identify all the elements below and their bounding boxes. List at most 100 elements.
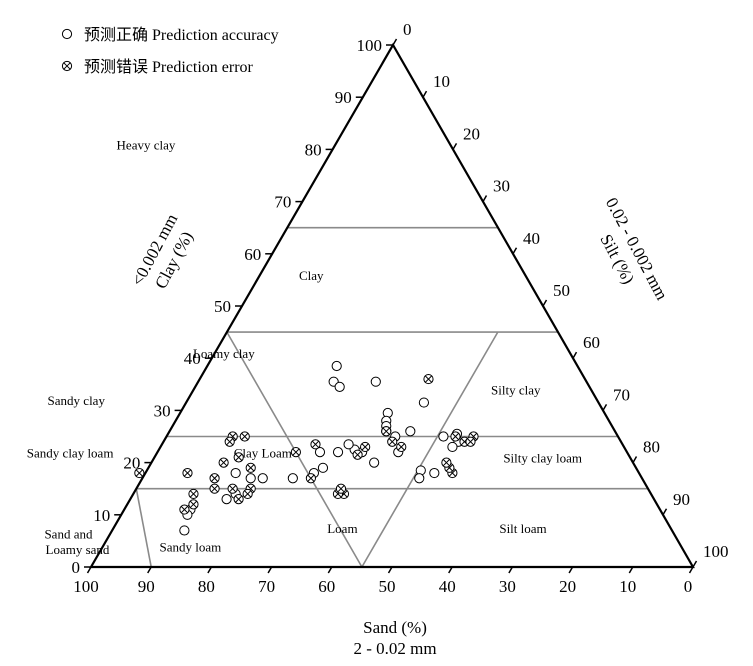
silt-tick-mark	[662, 508, 668, 516]
data-points	[134, 360, 479, 536]
silt-tick-mark	[632, 456, 638, 463]
sand-tick-mark	[508, 566, 514, 574]
boundary-line-5	[361, 331, 499, 568]
point-error	[227, 483, 238, 494]
point-error	[233, 494, 244, 505]
point-correct	[418, 397, 430, 408]
sand-tick-mark	[628, 566, 634, 574]
point-error	[209, 483, 220, 494]
region-label: Heavy clay	[117, 137, 176, 152]
point-error	[450, 431, 461, 442]
silt-tick-label: 80	[643, 438, 660, 457]
sand-axis-range-label: 2 - 0.02 mm	[353, 639, 436, 658]
region-label: Sand and	[44, 526, 93, 541]
point-error	[188, 488, 199, 500]
sand-tick-mark	[448, 566, 453, 574]
legend-label-error: 预测错误 Prediction error	[84, 58, 254, 76]
legend-entry-correct: 预测正确 Prediction accuracy	[61, 26, 279, 44]
silt-tick-mark	[422, 90, 428, 98]
region-label: Loamy clay	[193, 346, 255, 361]
legend-label-correct: 预测正确 Prediction accuracy	[84, 26, 279, 44]
point-error	[396, 441, 407, 453]
silt-tick-mark	[482, 195, 488, 202]
point-correct	[179, 525, 190, 536]
point-error	[179, 504, 190, 515]
region-label: Loam	[327, 521, 357, 536]
point-error	[465, 436, 476, 447]
point-error	[239, 431, 250, 442]
silt-tick-mark	[452, 142, 458, 150]
sand-tick-mark	[387, 566, 393, 574]
silt-tick-mark	[392, 38, 398, 46]
silt-tick-mark	[602, 403, 608, 411]
sand-tick-label: 30	[499, 577, 516, 596]
sand-tick-label: 10	[619, 577, 636, 596]
point-error	[360, 441, 371, 453]
region-label: Silty clay loam	[503, 451, 582, 466]
silt-tick-mark	[542, 299, 548, 307]
point-correct	[245, 473, 256, 484]
point-correct	[369, 457, 380, 468]
clay-tick-label: 80	[305, 140, 322, 159]
point-correct	[370, 376, 381, 387]
region-label: Sandy clay loam	[27, 445, 114, 460]
clay-tick-label: 100	[357, 36, 383, 55]
point-error	[423, 373, 434, 385]
point-error	[134, 467, 145, 479]
sand-tick-label: 50	[379, 577, 396, 596]
sand-tick-label: 100	[73, 577, 99, 596]
clay-tick-label: 10	[93, 506, 110, 525]
clay-tick-label: 40	[184, 349, 201, 368]
silt-tick-mark	[512, 247, 518, 255]
sand-tick-mark	[86, 566, 92, 574]
region-label: Clay	[299, 268, 324, 283]
point-correct	[317, 462, 329, 473]
point-correct	[343, 439, 354, 450]
point-correct	[429, 467, 440, 479]
clay-tick-label: 70	[274, 193, 291, 212]
point-correct	[314, 447, 326, 458]
point-error	[224, 436, 235, 447]
region-boundaries	[135, 226, 648, 568]
clay-tick-label: 90	[335, 88, 352, 107]
point-correct	[405, 426, 416, 437]
point-error	[233, 452, 244, 463]
sand-axis-title: Sand (%) 2 - 0.02 mm	[353, 618, 436, 658]
sand-tick-label: 80	[198, 577, 215, 596]
silt-tick-mark	[572, 351, 578, 359]
region-label: Clay Loam	[234, 445, 292, 460]
axis-ticks: 100 90 80 70 60 50 40 30 20 10 0010203040506070809…	[72, 20, 729, 596]
point-error	[218, 457, 229, 468]
clay-tick-label: 0	[72, 558, 81, 577]
point-correct	[334, 381, 345, 393]
legend-marker-crossed-circle-icon	[61, 60, 73, 72]
point-correct	[438, 431, 449, 442]
sand-tick-mark	[688, 566, 694, 574]
point-error	[182, 467, 193, 479]
point-error	[310, 439, 321, 450]
point-correct	[230, 467, 241, 479]
point-error	[352, 449, 363, 460]
point-correct	[257, 473, 268, 484]
sand-tick-label: 70	[258, 577, 275, 596]
sand-tick-mark	[267, 566, 273, 574]
clay-tick-label: 20	[123, 454, 140, 473]
region-label: Silt loam	[499, 521, 546, 536]
point-error	[188, 499, 199, 510]
point-error	[290, 447, 301, 458]
point-error	[381, 426, 392, 437]
silt-tick-label: 20	[463, 124, 480, 143]
point-correct	[331, 360, 342, 372]
sand-tick-label: 40	[439, 577, 456, 596]
silt-axis-title: 0.02 - 0.002 mm Silt (%)	[596, 194, 671, 303]
silt-tick-mark	[692, 560, 698, 568]
sand-tick-label: 60	[318, 577, 335, 596]
clay-tick-label: 30	[154, 401, 171, 420]
point-error	[209, 473, 220, 484]
sand-axis-label: Sand (%)	[363, 618, 427, 637]
region-label: Sandy loam	[159, 539, 221, 554]
sand-tick-mark	[147, 566, 152, 574]
silt-tick-label: 40	[523, 229, 540, 248]
point-error	[305, 473, 316, 484]
